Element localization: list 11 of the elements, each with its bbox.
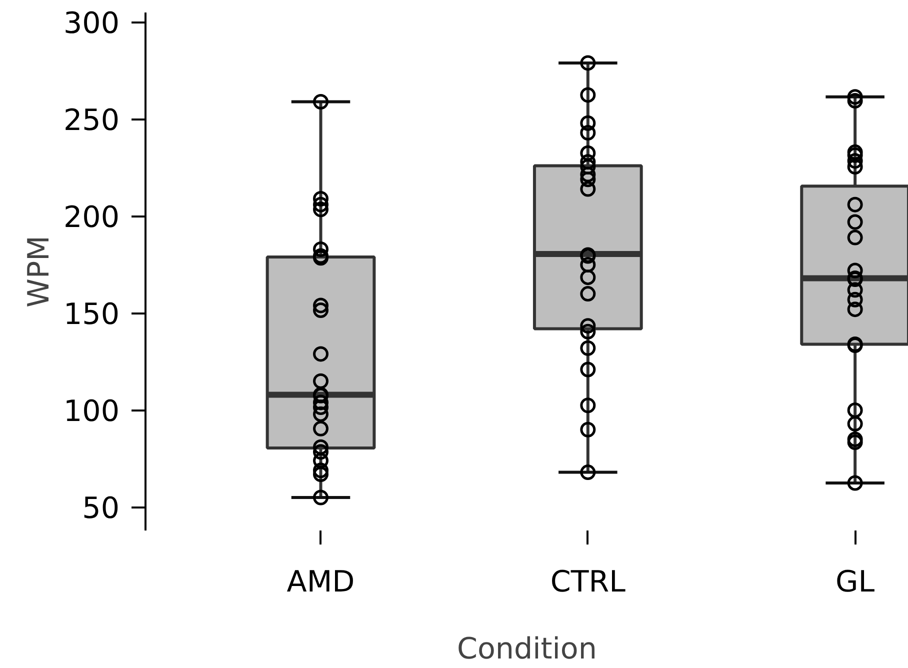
y-tick-label: 250 <box>64 103 120 138</box>
y-tick-label: 50 <box>82 491 120 526</box>
y-tick-label: 300 <box>64 6 120 40</box>
x-tick-label: GL <box>836 564 876 598</box>
y-tick-label: 150 <box>64 297 120 332</box>
x-tick-label: AMD <box>286 564 355 598</box>
y-tick-label: 200 <box>64 200 120 234</box>
x-axis-title: Condition <box>457 632 597 666</box>
y-tick-label: 100 <box>64 394 120 428</box>
y-axis-title: WPM <box>22 235 56 308</box>
x-tick-label: CTRL <box>550 564 626 598</box>
